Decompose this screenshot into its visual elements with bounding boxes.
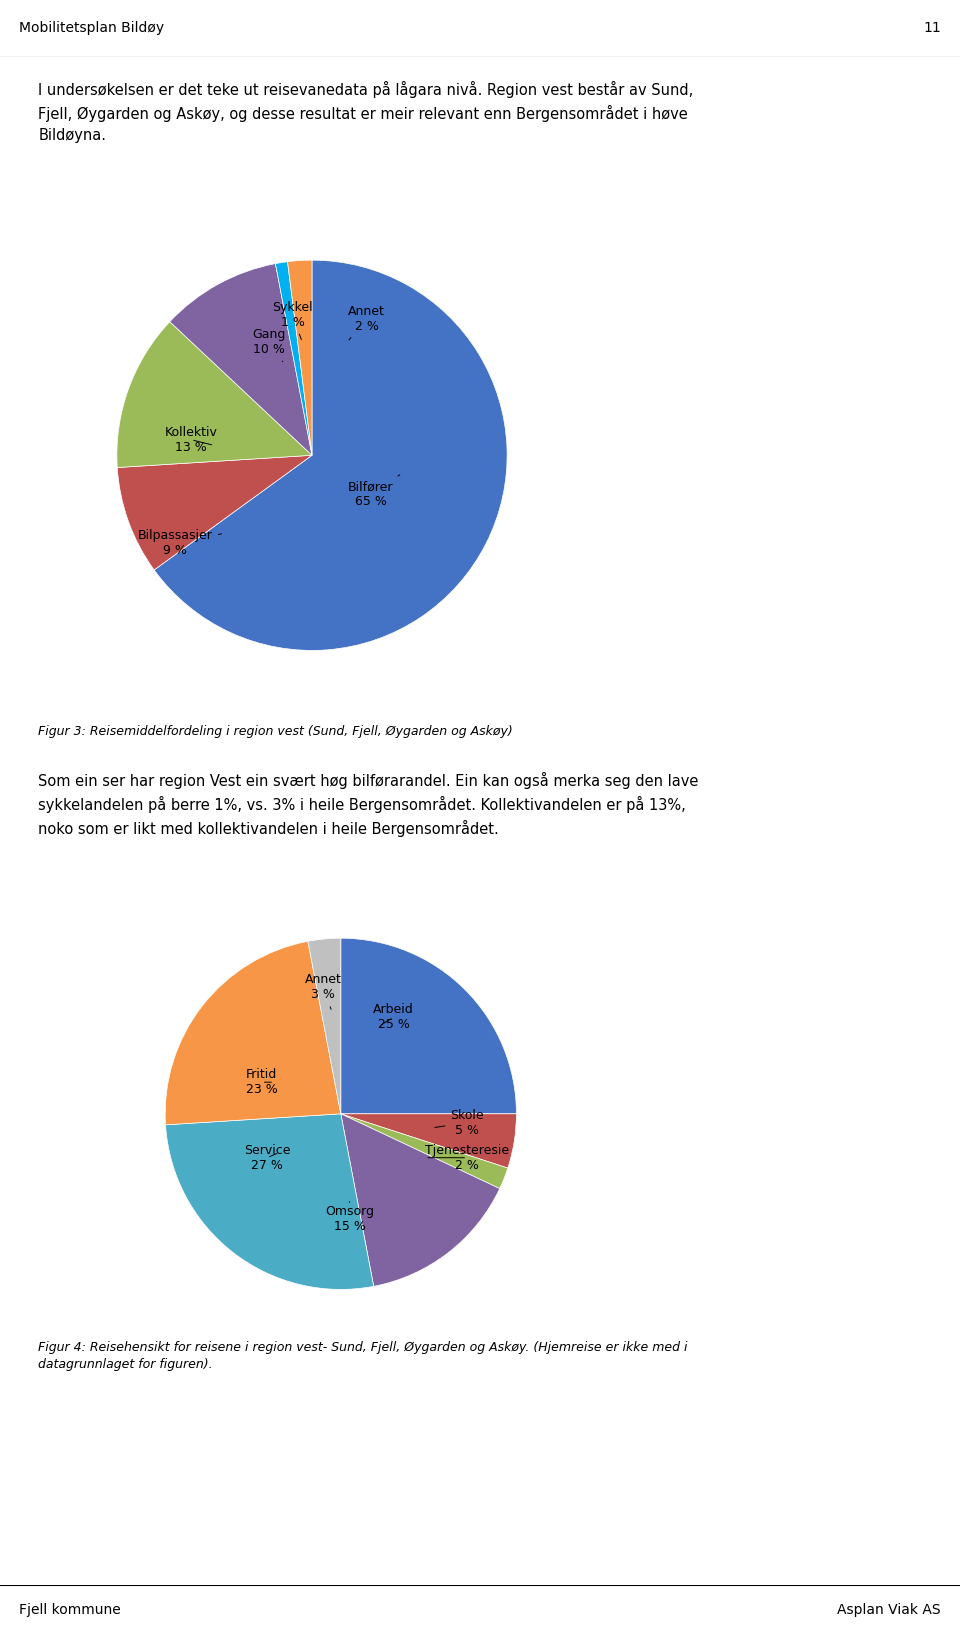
Text: Gang
10 %: Gang 10 % — [252, 328, 286, 361]
Wedge shape — [308, 938, 341, 1114]
Wedge shape — [170, 263, 312, 455]
Text: Figur 3: Reisemiddelfordeling i region vest (Sund, Fjell, Øygarden og Askøy): Figur 3: Reisemiddelfordeling i region v… — [38, 725, 514, 738]
Text: Annet
2 %: Annet 2 % — [348, 304, 385, 340]
Text: I undersøkelsen er det teke ut reisevanedata på lågara nivå. Region vest består : I undersøkelsen er det teke ut reisevane… — [38, 81, 694, 143]
Text: Bilfører
65 %: Bilfører 65 % — [348, 475, 399, 509]
Text: Figur 4: Reisehensikt for reisene i region vest- Sund, Fjell, Øygarden og Askøy.: Figur 4: Reisehensikt for reisene i regi… — [38, 1341, 688, 1371]
Text: Bilpassasjer
9 %: Bilpassasjer 9 % — [138, 528, 222, 558]
Text: Asplan Viak AS: Asplan Viak AS — [837, 1603, 941, 1616]
Text: Mobilitetsplan Bildøy: Mobilitetsplan Bildøy — [19, 21, 164, 36]
Text: Fjell kommune: Fjell kommune — [19, 1603, 121, 1616]
Text: Som ein ser har region Vest ein svært høg bilførarandel. Ein kan også merka seg : Som ein ser har region Vest ein svært hø… — [38, 772, 699, 837]
Text: Omsorg
15 %: Omsorg 15 % — [325, 1202, 374, 1233]
Wedge shape — [341, 938, 516, 1114]
Wedge shape — [117, 455, 312, 571]
Wedge shape — [341, 1114, 516, 1167]
Text: Tjenesteresie
2 %: Tjenesteresie 2 % — [425, 1143, 510, 1172]
Wedge shape — [165, 941, 341, 1125]
Wedge shape — [341, 1114, 508, 1189]
Wedge shape — [276, 262, 312, 455]
Wedge shape — [288, 260, 312, 455]
Text: Kollektiv
13 %: Kollektiv 13 % — [164, 426, 218, 454]
Wedge shape — [117, 322, 312, 468]
Text: Fritid
23 %: Fritid 23 % — [246, 1068, 277, 1096]
Wedge shape — [341, 1114, 500, 1286]
Text: 11: 11 — [924, 21, 941, 36]
Wedge shape — [155, 260, 507, 650]
Text: Sykkel
1 %: Sykkel 1 % — [273, 301, 313, 340]
Wedge shape — [165, 1114, 373, 1289]
Text: Skole
5 %: Skole 5 % — [435, 1109, 484, 1137]
Text: Service
27 %: Service 27 % — [244, 1143, 290, 1172]
Text: Annet
3 %: Annet 3 % — [305, 974, 342, 1010]
Text: Arbeid
25 %: Arbeid 25 % — [373, 1003, 414, 1031]
